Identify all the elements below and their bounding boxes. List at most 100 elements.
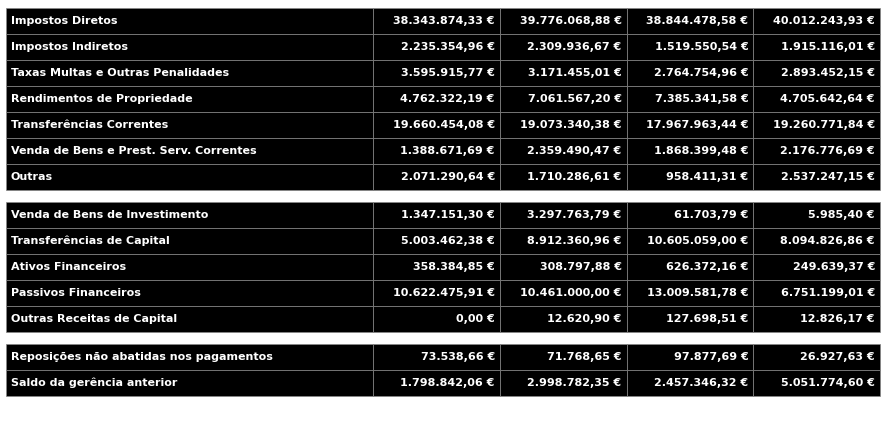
Bar — [373, 60, 500, 86]
Text: 2.893.452,15 €: 2.893.452,15 € — [781, 68, 875, 78]
Text: 127.698,51 €: 127.698,51 € — [666, 314, 749, 324]
Text: 1.915.116,01 €: 1.915.116,01 € — [781, 42, 875, 52]
Text: 2.359.490,47 €: 2.359.490,47 € — [527, 146, 622, 156]
Bar — [626, 34, 753, 60]
Text: Impostos Diretos: Impostos Diretos — [11, 16, 118, 26]
Text: 19.073.340,38 €: 19.073.340,38 € — [520, 120, 622, 130]
Bar — [373, 8, 500, 34]
Text: 1.388.671,69 €: 1.388.671,69 € — [400, 146, 494, 156]
Bar — [500, 344, 626, 370]
Bar — [626, 306, 753, 332]
Bar — [500, 254, 626, 280]
Bar — [6, 8, 373, 34]
Text: 7.385.341,58 €: 7.385.341,58 € — [655, 94, 749, 104]
Bar — [6, 228, 373, 254]
Bar — [626, 254, 753, 280]
Text: Outras Receitas de Capital: Outras Receitas de Capital — [11, 314, 177, 324]
Text: 73.538,66 €: 73.538,66 € — [421, 352, 494, 362]
Text: 8.912.360,96 €: 8.912.360,96 € — [527, 236, 622, 246]
Bar — [626, 138, 753, 164]
Text: 26.927,63 €: 26.927,63 € — [800, 352, 875, 362]
Text: 626.372,16 €: 626.372,16 € — [666, 262, 749, 272]
Text: 71.768,65 €: 71.768,65 € — [547, 352, 622, 362]
Bar — [373, 138, 500, 164]
Bar — [373, 280, 500, 306]
Bar — [753, 164, 880, 190]
Text: 6.751.199,01 €: 6.751.199,01 € — [781, 288, 875, 298]
Text: 2.998.782,35 €: 2.998.782,35 € — [527, 378, 622, 388]
Text: 3.595.915,77 €: 3.595.915,77 € — [401, 68, 494, 78]
Text: 13.009.581,78 €: 13.009.581,78 € — [647, 288, 749, 298]
Text: 5.985,40 €: 5.985,40 € — [809, 210, 875, 220]
Text: 1.868.399,48 €: 1.868.399,48 € — [654, 146, 749, 156]
Bar — [373, 344, 500, 370]
Text: Reposições não abatidas nos pagamentos: Reposições não abatidas nos pagamentos — [11, 352, 273, 362]
Bar — [753, 306, 880, 332]
Text: 10.461.000,00 €: 10.461.000,00 € — [520, 288, 622, 298]
Bar — [500, 164, 626, 190]
Text: 1.798.842,06 €: 1.798.842,06 € — [400, 378, 494, 388]
Bar — [753, 202, 880, 228]
Bar — [6, 164, 373, 190]
Text: 5.051.774,60 €: 5.051.774,60 € — [781, 378, 875, 388]
Bar — [500, 60, 626, 86]
Text: 10.605.059,00 €: 10.605.059,00 € — [647, 236, 749, 246]
Text: Ativos Financeiros: Ativos Financeiros — [11, 262, 126, 272]
Text: 40.012.243,93 €: 40.012.243,93 € — [773, 16, 875, 26]
Text: 0,00 €: 0,00 € — [456, 314, 494, 324]
Text: 7.061.567,20 €: 7.061.567,20 € — [527, 94, 622, 104]
Text: 12.620,90 €: 12.620,90 € — [548, 314, 622, 324]
Text: 19.260.771,84 €: 19.260.771,84 € — [773, 120, 875, 130]
Text: 39.776.068,88 €: 39.776.068,88 € — [519, 16, 622, 26]
Text: 1.347.151,30 €: 1.347.151,30 € — [401, 210, 494, 220]
Bar — [626, 112, 753, 138]
Bar — [373, 254, 500, 280]
Bar — [626, 370, 753, 396]
Bar — [626, 60, 753, 86]
Text: 958.411,31 €: 958.411,31 € — [666, 172, 749, 182]
Text: 3.171.455,01 €: 3.171.455,01 € — [528, 68, 622, 78]
Text: Impostos Indiretos: Impostos Indiretos — [11, 42, 128, 52]
Bar — [753, 34, 880, 60]
Bar — [753, 8, 880, 34]
Text: Venda de Bens de Investimento: Venda de Bens de Investimento — [11, 210, 208, 220]
Text: 3.297.763,79 €: 3.297.763,79 € — [527, 210, 622, 220]
Bar — [753, 86, 880, 112]
Bar — [6, 60, 373, 86]
Text: Outras: Outras — [11, 172, 53, 182]
Bar — [6, 306, 373, 332]
Bar — [626, 202, 753, 228]
Bar — [6, 254, 373, 280]
Bar — [500, 370, 626, 396]
Text: 2.235.354,96 €: 2.235.354,96 € — [400, 42, 494, 52]
Text: 2.176.776,69 €: 2.176.776,69 € — [781, 146, 875, 156]
Bar — [626, 280, 753, 306]
Bar — [626, 86, 753, 112]
Text: 308.797,88 €: 308.797,88 € — [540, 262, 622, 272]
Bar — [6, 370, 373, 396]
Bar — [373, 86, 500, 112]
Bar — [500, 138, 626, 164]
Bar — [500, 34, 626, 60]
Bar — [500, 8, 626, 34]
Bar — [500, 280, 626, 306]
Bar — [500, 306, 626, 332]
Bar — [500, 86, 626, 112]
Bar — [626, 228, 753, 254]
Bar — [753, 138, 880, 164]
Bar — [626, 344, 753, 370]
Bar — [6, 280, 373, 306]
Bar — [753, 228, 880, 254]
Bar — [373, 370, 500, 396]
Bar — [753, 254, 880, 280]
Bar — [500, 112, 626, 138]
Bar — [373, 228, 500, 254]
Text: 249.639,37 €: 249.639,37 € — [793, 262, 875, 272]
Bar — [500, 228, 626, 254]
Bar — [373, 34, 500, 60]
Text: Saldo da gerência anterior: Saldo da gerência anterior — [11, 378, 177, 388]
Bar — [6, 344, 373, 370]
Text: 1.519.550,54 €: 1.519.550,54 € — [655, 42, 749, 52]
Text: 4.705.642,64 €: 4.705.642,64 € — [781, 94, 875, 104]
Text: Transferências de Capital: Transferências de Capital — [11, 236, 170, 246]
